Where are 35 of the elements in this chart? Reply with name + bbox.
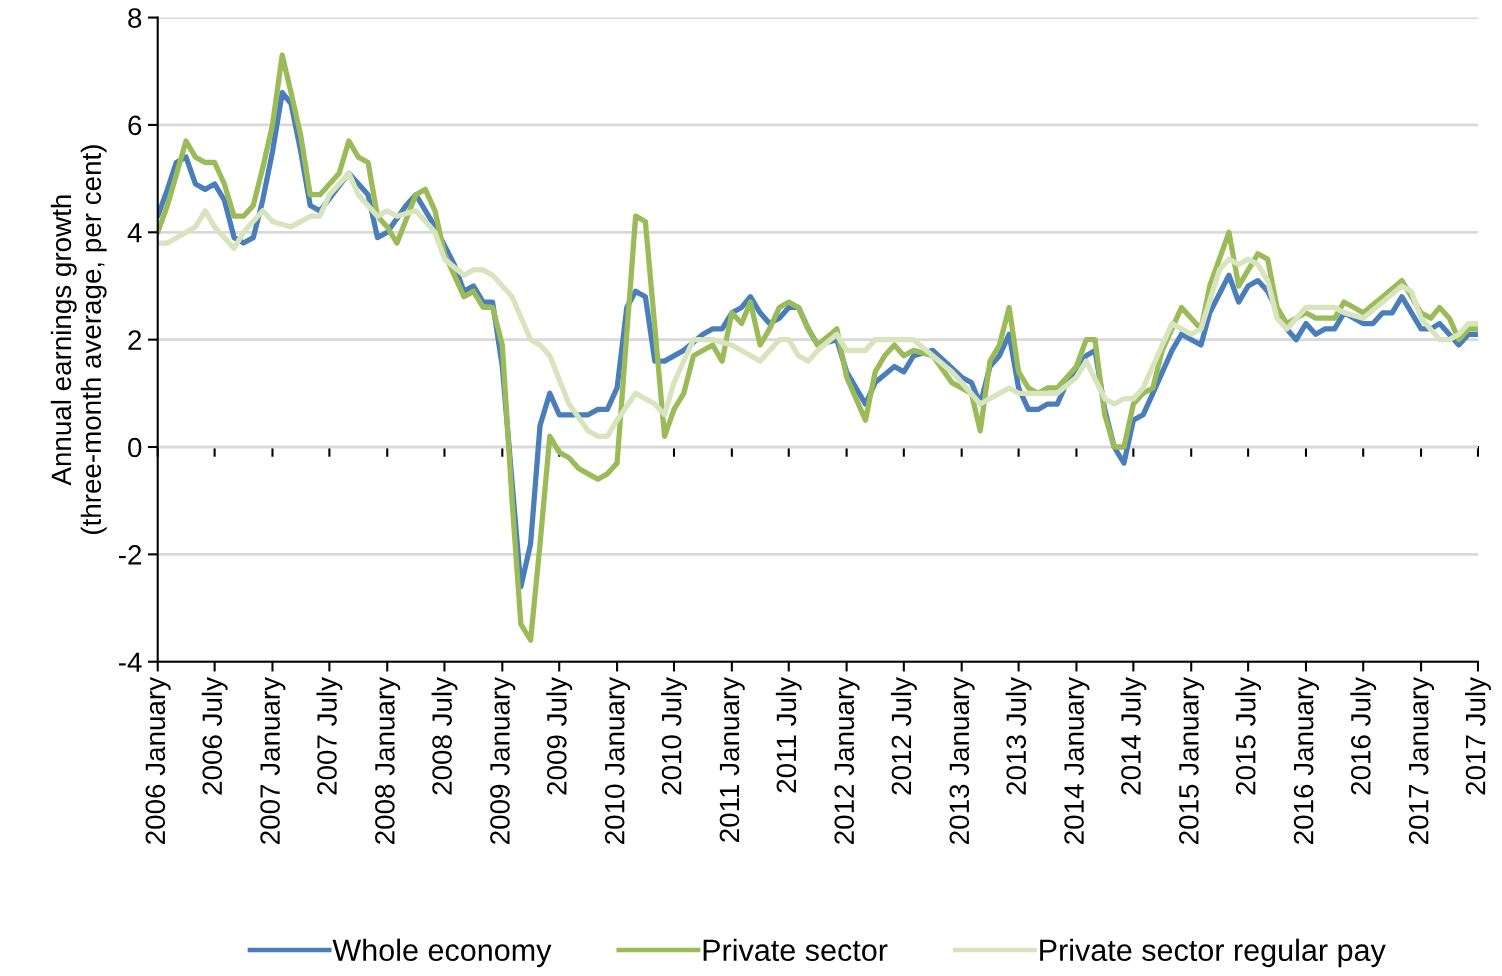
x-tick-label: 2007 July [316,677,343,795]
x-tick-label: 2008 January [375,677,401,844]
x-tick-label: 2016 July [1350,677,1377,795]
x-tick-label: 2008 July [431,677,458,795]
x-tick-label: 2014 July [1120,677,1147,795]
x-tick-label: 2011 July [775,677,802,793]
x-tick-label: 2013 July [1005,677,1032,795]
x-tick-label: 2006 January [145,677,171,844]
x-tick-label: 2011 January [719,677,745,842]
x-tick-label: 2015 January [1179,677,1205,844]
legend-label: Private sector [703,938,888,962]
y-tick-label: -2 [118,545,142,565]
x-tick-label: 2010 January [604,677,631,844]
x-tick-label: 2012 January [834,677,860,844]
x-tick-label: 2017 July [1465,677,1491,795]
x-tick-label: 2015 July [1235,677,1262,795]
x-tick-label: 2006 July [201,677,228,795]
y-tick-label: 8 [128,8,142,28]
x-tick-label: 2009 July [546,677,573,795]
x-tick-label: 2016 January [1293,677,1319,844]
legend-label: Private sector regular pay [1040,938,1386,968]
x-tick-label: 2017 January [1408,677,1434,844]
y-tick-label: 2 [128,330,142,350]
y-tick-label: -4 [118,652,142,672]
x-tick-label: 2014 January [1064,677,1090,844]
y-tick-label: 6 [128,115,142,136]
y-tick-label: 0 [128,437,142,458]
x-tick-label: 2013 January [949,677,975,844]
x-tick-label: 2009 January [490,677,516,844]
legend-label: Whole economy [332,938,552,968]
x-tick-label: 2007 January [260,677,286,844]
x-tick-label: 2010 July [661,677,687,795]
y-axis-title: Annual earnings growth (three-month average, per cent) [50,145,107,534]
y-tick-label: 4 [127,223,142,243]
x-tick-label: 2012 July [890,677,917,795]
